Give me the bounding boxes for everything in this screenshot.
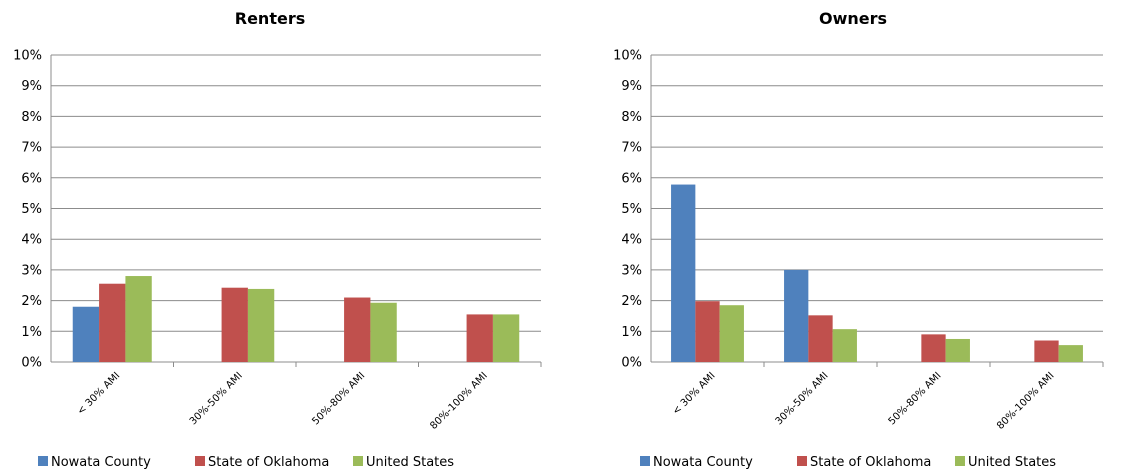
legend-swatch <box>955 456 965 466</box>
bar <box>832 329 857 362</box>
renters-chart: Renters 0% 1% 2% 3% 4% 5% 6% 7% 8% 9% 10% < 30% AMI 3… <box>13 9 542 470</box>
y-tick-label: 10% <box>613 49 642 64</box>
x-tick-label: 50%-80% AMI <box>310 370 367 427</box>
bar <box>99 283 126 362</box>
y-tick-label: 1% <box>21 325 42 340</box>
bar <box>221 287 248 362</box>
legend-swatch <box>640 456 650 466</box>
bar <box>784 269 809 362</box>
y-tick-label: 0% <box>21 356 42 371</box>
legend-label: Nowata County <box>51 455 151 470</box>
y-tick-label: 9% <box>21 79 42 94</box>
x-tick-label: < 30% AMI <box>75 370 122 417</box>
y-tick-label: 3% <box>621 263 642 278</box>
chart-title: Owners <box>819 9 887 28</box>
y-tick-label: 8% <box>21 110 42 125</box>
x-tick-label: 80%-100% AMI <box>995 370 1057 432</box>
bar <box>921 334 946 362</box>
y-tick-label: 7% <box>21 141 42 156</box>
bar <box>492 314 520 362</box>
bar <box>671 184 696 362</box>
legend-label: United States <box>366 455 454 470</box>
legend-swatch <box>195 456 205 466</box>
legend-label: State of Oklahoma <box>810 455 931 470</box>
y-tick-label: 10% <box>13 49 42 64</box>
x-tick-label: 30%-50% AMI <box>774 370 831 427</box>
y-tick-label: 5% <box>21 202 42 217</box>
y-tick-label: 1% <box>621 325 642 340</box>
bar <box>370 302 397 362</box>
y-tick-label: 4% <box>21 233 42 248</box>
bar <box>466 314 493 362</box>
chart-title: Renters <box>235 9 305 28</box>
bar <box>808 315 833 362</box>
bar <box>344 297 371 362</box>
bar <box>247 288 275 362</box>
y-tick-label: 7% <box>621 141 642 156</box>
y-tick-label: 2% <box>621 294 642 309</box>
bar <box>125 276 152 362</box>
bar <box>719 305 744 362</box>
y-tick-label: 4% <box>621 233 642 248</box>
y-tick-label: 9% <box>621 79 642 94</box>
x-tick-label: 50%-80% AMI <box>887 370 944 427</box>
y-tick-label: 6% <box>621 171 642 186</box>
x-tick-label: < 30% AMI <box>671 370 718 417</box>
bar <box>1034 340 1059 362</box>
y-tick-label: 5% <box>621 202 642 217</box>
bar <box>945 338 970 362</box>
legend-swatch <box>353 456 363 466</box>
y-tick-label: 0% <box>621 356 642 371</box>
y-tick-label: 3% <box>21 263 42 278</box>
legend-swatch <box>797 456 807 466</box>
legend-swatch <box>38 456 48 466</box>
legend-label: State of Oklahoma <box>208 455 329 470</box>
bar <box>72 306 100 362</box>
x-tick-label: 30%-50% AMI <box>188 370 245 427</box>
legend-label: Nowata County <box>653 455 753 470</box>
y-tick-label: 8% <box>621 110 642 125</box>
legend-label: United States <box>968 455 1056 470</box>
owners-chart: Owners 0% 1% 2% 3% 4% 5% 6% 7% 8% 9% 10% < 30% AMI 30… <box>613 9 1104 470</box>
y-tick-label: 6% <box>21 171 42 186</box>
y-tick-label: 2% <box>21 294 42 309</box>
x-tick-label: 80%-100% AMI <box>428 370 490 432</box>
bar <box>1058 345 1083 362</box>
bar <box>695 301 720 362</box>
